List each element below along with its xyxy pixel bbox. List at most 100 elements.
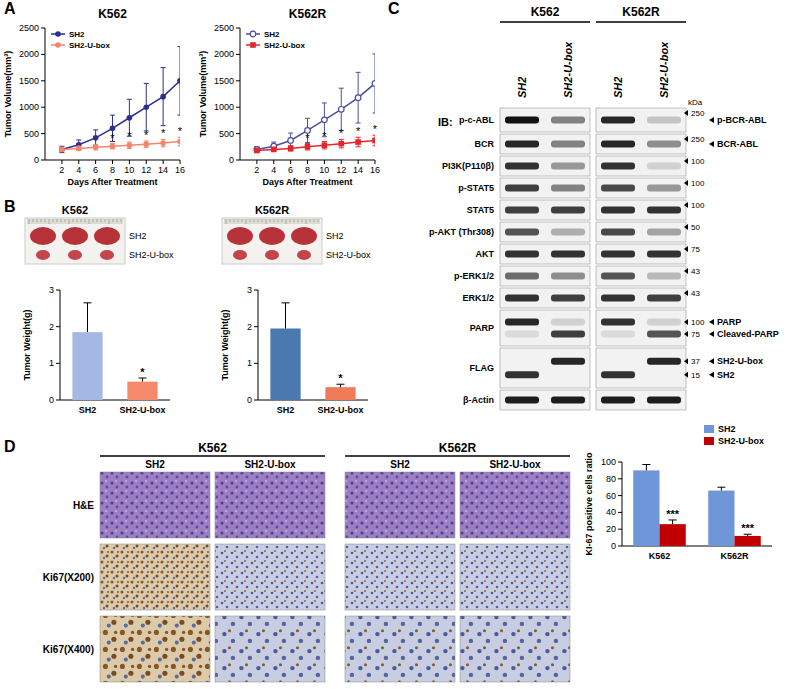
tumor	[36, 250, 50, 260]
photo-label: SH2	[326, 231, 344, 241]
ruler-tick	[81, 219, 82, 222]
tumor-photo: K562SH2SH2-U-box	[25, 204, 174, 264]
band	[647, 319, 681, 326]
mw-arrow	[684, 319, 688, 325]
error-bar	[93, 145, 98, 150]
error-bar	[139, 378, 147, 382]
mw-label: 15	[691, 371, 700, 380]
blot-strip	[500, 348, 590, 388]
legend-label: SH2-U-box	[69, 41, 110, 50]
band-label: PARP	[717, 317, 741, 327]
marker	[254, 148, 260, 154]
row-label: p-STAT5	[458, 183, 494, 193]
band	[551, 319, 585, 326]
ruler-tick	[306, 219, 307, 224]
micrograph	[100, 472, 210, 538]
y-tick-label: 2500	[19, 23, 39, 33]
ruler-tick	[298, 219, 299, 222]
bar	[660, 524, 686, 546]
kda-label: kDa	[688, 98, 703, 107]
x-tick-label: SH2	[79, 405, 97, 415]
marker	[55, 31, 61, 37]
x-tick	[61, 160, 62, 164]
photo-title: K562	[62, 204, 88, 216]
marker	[355, 95, 361, 101]
marker	[127, 115, 133, 121]
error-bar	[110, 144, 115, 149]
significance-mark: ***	[666, 508, 680, 520]
photo-title: K562R	[255, 204, 289, 216]
x-tick	[358, 160, 359, 164]
x-tick-label: 6	[93, 165, 98, 175]
significance-mark: ***	[741, 522, 755, 534]
chart-title: K562R	[289, 7, 327, 21]
error-bar	[669, 520, 677, 524]
ruler-tick	[274, 219, 275, 222]
ruler-tick	[101, 219, 102, 222]
plot-data	[254, 54, 375, 153]
column-label: SH2	[390, 459, 410, 470]
tumor	[233, 250, 247, 260]
micrograph	[345, 472, 455, 538]
band	[647, 358, 681, 365]
ruler-tick	[57, 219, 58, 222]
y-tick-label: 3	[247, 285, 252, 295]
band	[601, 117, 635, 124]
tumor	[265, 250, 279, 260]
error-bar	[744, 534, 752, 536]
ruler-tick	[73, 219, 74, 222]
ruler-tick	[242, 219, 243, 222]
marker	[322, 142, 328, 148]
x-tick-label: 4	[76, 165, 81, 175]
mw-label: 37	[691, 357, 700, 366]
row-label: STAT5	[467, 205, 494, 215]
x-tick-label: 4	[271, 165, 276, 175]
y-tick-label: 2	[247, 322, 252, 332]
row-label: p-c-ABL	[459, 115, 494, 125]
significance-mark: *	[178, 125, 183, 137]
mw-arrow	[684, 372, 688, 378]
band	[551, 251, 585, 258]
error-bar	[305, 144, 310, 150]
error-bar	[337, 384, 345, 387]
group-line	[596, 21, 686, 23]
marker	[271, 147, 277, 153]
tumor	[291, 227, 317, 245]
x-tick-label: 8	[110, 165, 115, 175]
marker	[250, 31, 256, 37]
x-tick-label: SH2	[277, 405, 295, 415]
band-arrow	[709, 372, 714, 378]
band	[647, 117, 681, 124]
band	[505, 141, 539, 148]
blot-strip	[500, 108, 590, 132]
micrograph	[460, 544, 570, 610]
error-bar	[373, 54, 376, 113]
ruler-tick	[310, 219, 311, 222]
y-tick	[56, 326, 60, 327]
micrograph	[215, 616, 325, 682]
micrograph	[345, 616, 455, 682]
row-label: PI3K(P110β)	[442, 161, 494, 171]
x-tick	[290, 160, 291, 164]
bar	[127, 382, 157, 400]
ruler-tick	[37, 219, 38, 222]
x-axis-label: Days After Treatment	[262, 177, 352, 187]
plot-data	[270, 303, 355, 400]
tumor	[68, 250, 82, 260]
y-tick	[618, 495, 622, 496]
ruler-tick	[250, 219, 251, 222]
y-tick	[254, 363, 258, 364]
legend-label: SH2	[718, 424, 736, 434]
blot-strip	[596, 348, 686, 388]
band	[551, 117, 585, 124]
error-bar	[282, 303, 290, 329]
x-tick-label: K562R	[720, 551, 749, 561]
error-bar	[59, 147, 64, 151]
error-bar	[178, 137, 181, 145]
tumor	[259, 227, 285, 245]
bar-chart: 020406080100K562K562RKI-67 positive cell…	[584, 424, 772, 561]
marker	[59, 147, 65, 153]
significance-mark: *	[144, 129, 149, 141]
row-label: p-AKT (Thr308)	[429, 227, 494, 237]
mw-label: 100	[691, 318, 705, 327]
